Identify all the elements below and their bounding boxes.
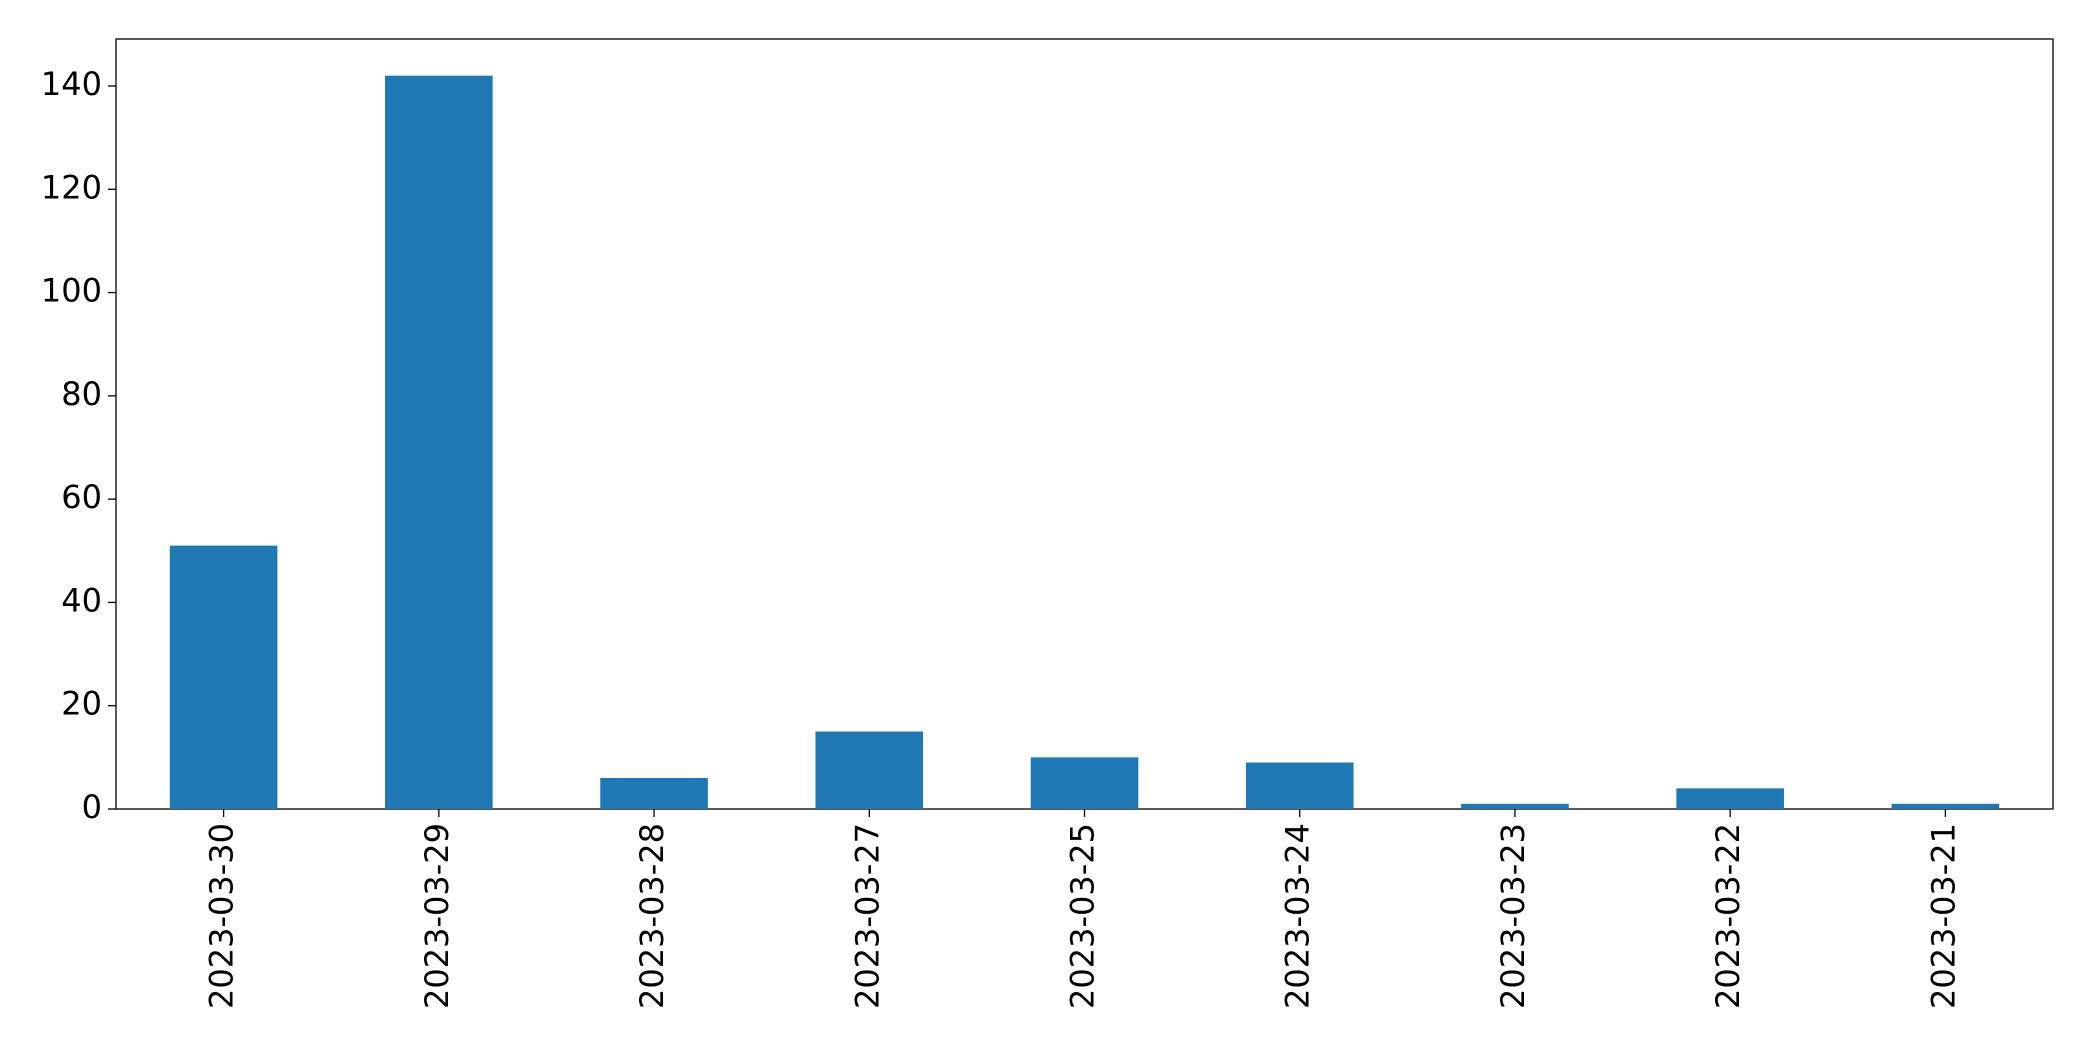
bar xyxy=(385,75,493,809)
x-tick-label: 2023-03-27 xyxy=(848,823,886,1009)
y-tick-label: 80 xyxy=(61,375,102,413)
y-tick-label: 40 xyxy=(61,581,102,619)
y-tick-label: 100 xyxy=(41,272,102,310)
bar xyxy=(815,731,924,809)
x-tick-label: 2023-03-23 xyxy=(1494,823,1532,1009)
bar xyxy=(1030,757,1139,809)
y-tick-label: 120 xyxy=(41,168,102,206)
y-tick-label: 140 xyxy=(41,65,102,103)
x-tick-label: 2023-03-21 xyxy=(1924,823,1962,1009)
y-tick-label: 60 xyxy=(61,478,102,516)
x-tick-label: 2023-03-24 xyxy=(1279,823,1317,1009)
bar xyxy=(1461,803,1569,809)
x-tick-label: 2023-03-30 xyxy=(203,823,241,1009)
x-tick-label: 2023-03-25 xyxy=(1064,823,1102,1009)
bar xyxy=(600,778,708,809)
y-tick-label: 20 xyxy=(61,685,102,723)
bar xyxy=(1676,788,1784,809)
bar xyxy=(169,545,278,809)
x-tick-label: 2023-03-22 xyxy=(1709,823,1747,1009)
bar xyxy=(1891,803,2000,809)
y-tick-label: 0 xyxy=(82,788,102,826)
x-tick-label: 2023-03-29 xyxy=(418,823,456,1009)
x-tick-label: 2023-03-28 xyxy=(633,823,671,1009)
bar xyxy=(1245,762,1354,809)
